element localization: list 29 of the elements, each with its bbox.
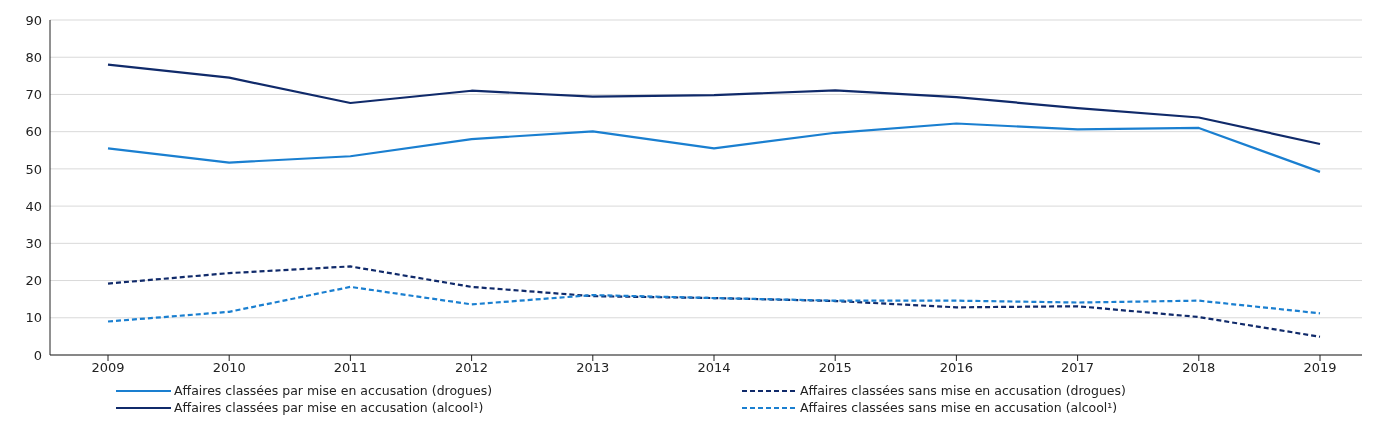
legend-label: Affaires classées sans mise en accusation (drogues) <box>800 383 1126 398</box>
y-tick-label: 10 <box>25 310 42 326</box>
x-tick-label: 2017 <box>1061 360 1095 376</box>
y-tick-label: 90 <box>25 12 42 28</box>
x-tick-label: 2019 <box>1303 360 1337 376</box>
x-tick-label: 2016 <box>939 360 973 376</box>
y-tick-label: 50 <box>25 161 42 177</box>
y-tick-label: 70 <box>25 87 42 103</box>
x-tick-label: 2011 <box>333 360 367 376</box>
y-tick-label: 60 <box>25 124 42 140</box>
x-tick-label: 2009 <box>91 360 125 376</box>
line-series <box>106 122 1322 173</box>
x-tick-label: 2012 <box>455 360 489 376</box>
y-tick-label: 40 <box>25 198 42 214</box>
x-tick-label: 2014 <box>697 360 731 376</box>
line-series <box>106 265 1322 338</box>
y-tick-label: 20 <box>25 273 42 289</box>
x-tick-label: 2013 <box>576 360 610 376</box>
x-tick-label: 2018 <box>1182 360 1216 376</box>
line-series <box>106 285 1322 323</box>
x-tick-label: 2010 <box>212 360 246 376</box>
y-tick-label: 0 <box>33 347 42 363</box>
y-tick-label: 30 <box>25 235 42 251</box>
legend-label: Affaires classées par mise en accusation (drogues) <box>174 383 493 398</box>
x-tick-label: 2015 <box>818 360 852 376</box>
line-series <box>106 63 1322 146</box>
y-tick-label: 80 <box>25 49 42 65</box>
legend-label: Affaires classées sans mise en accusation (alcool¹) <box>800 400 1118 415</box>
legend-label: Affaires classées par mise en accusation (alcool¹) <box>174 400 484 415</box>
